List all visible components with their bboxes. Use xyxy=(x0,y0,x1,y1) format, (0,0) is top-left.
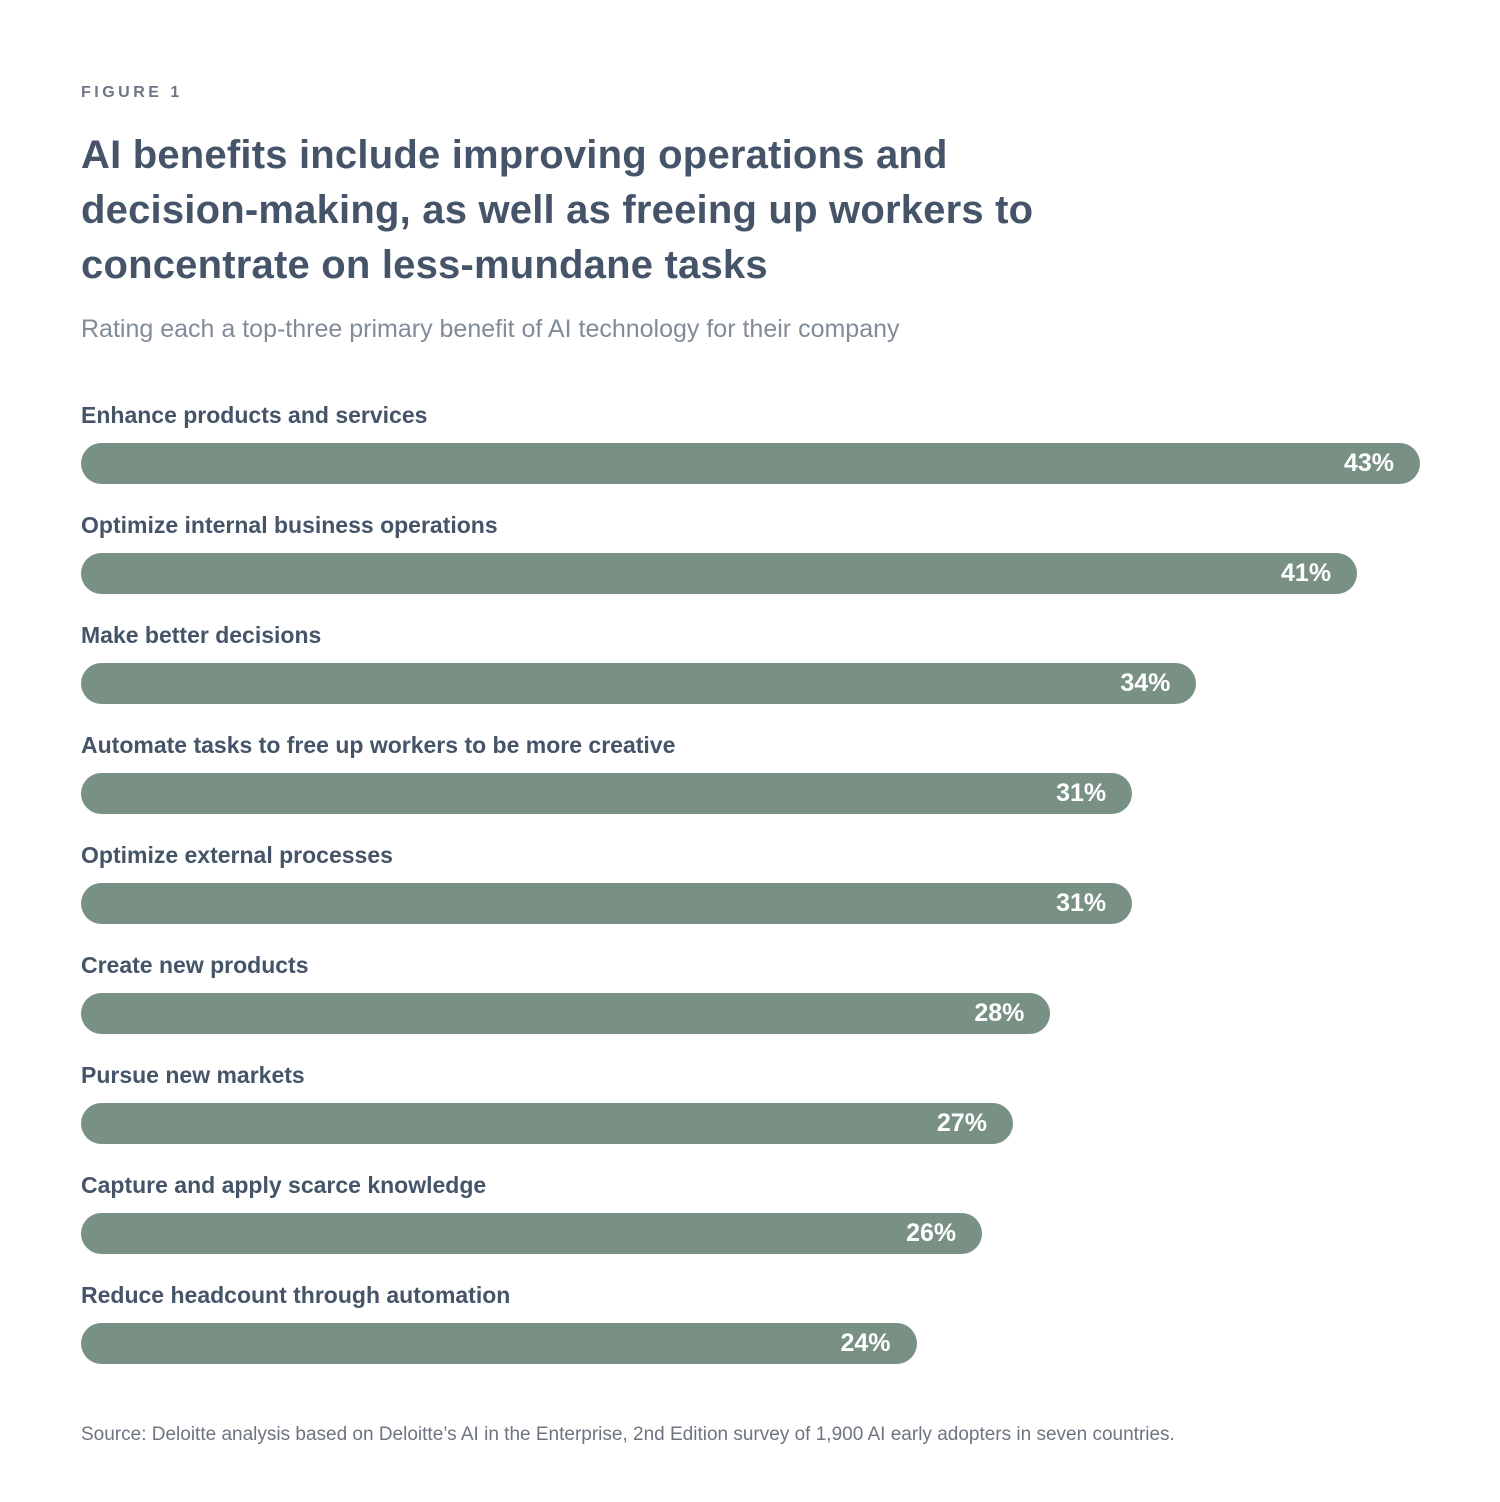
bar: 31% xyxy=(81,883,1133,924)
bar-value-label: 34% xyxy=(1120,669,1171,697)
bar: 24% xyxy=(81,1323,917,1364)
chart-subtitle: Rating each a top-three primary benefit … xyxy=(81,315,900,343)
chart-row: Automate tasks to free up workers to be … xyxy=(81,732,1420,814)
bar: 26% xyxy=(81,1213,983,1254)
bar: 31% xyxy=(81,773,1133,814)
chart-row: Optimize internal business operations 41% xyxy=(81,512,1420,594)
title-line-2: decision-making, as well as freeing up w… xyxy=(81,188,1034,232)
chart-row: Optimize external processes 31% xyxy=(81,842,1420,924)
bar-value-label: 31% xyxy=(1056,779,1107,807)
chart-row: Make better decisions 34% xyxy=(81,622,1420,704)
bar: 27% xyxy=(81,1103,1013,1144)
bar: 34% xyxy=(81,663,1197,704)
bar: 28% xyxy=(81,993,1051,1034)
bar-category-label: Automate tasks to free up workers to be … xyxy=(81,732,676,758)
bar: 41% xyxy=(81,553,1358,594)
page-title: AI benefits include improving operations… xyxy=(81,128,1420,293)
title-line-3: concentrate on less-mundane tasks xyxy=(81,243,768,287)
bar-category-label: Optimize external processes xyxy=(81,842,393,868)
bar-category-label: Enhance products and services xyxy=(81,402,428,428)
title-line-1: AI benefits include improving operations… xyxy=(81,133,948,177)
bar-value-label: 28% xyxy=(974,999,1025,1027)
bar-category-label: Create new products xyxy=(81,952,309,978)
bar-value-label: 41% xyxy=(1281,559,1332,587)
bar-category-label: Pursue new markets xyxy=(81,1062,305,1088)
bar-value-label: 31% xyxy=(1056,889,1107,917)
bar-value-label: 43% xyxy=(1343,449,1394,477)
figure-label: FIGURE 1 xyxy=(81,84,183,101)
chart-row: Enhance products and services 43% xyxy=(81,402,1420,484)
bar-value-label: 24% xyxy=(840,1329,891,1357)
source-note: Source: Deloitte analysis based on Deloi… xyxy=(81,1424,1175,1445)
bar-category-label: Reduce headcount through automation xyxy=(81,1282,511,1308)
chart-row: Reduce headcount through automation 24% xyxy=(81,1282,1420,1364)
bar-category-label: Make better decisions xyxy=(81,622,322,648)
bar-category-label: Capture and apply scarce knowledge xyxy=(81,1172,487,1198)
bar-category-label: Optimize internal business operations xyxy=(81,512,498,538)
bar-value-label: 27% xyxy=(936,1109,987,1137)
bar-chart: Enhance products and services 43% Optimize… xyxy=(81,402,1420,1364)
bar: 43% xyxy=(81,443,1420,484)
chart-row: Capture and apply scarce knowledge 26% xyxy=(81,1172,1420,1254)
chart-row: Pursue new markets 27% xyxy=(81,1062,1420,1144)
bar-value-label: 26% xyxy=(906,1219,957,1247)
chart-row: Create new products 28% xyxy=(81,952,1420,1034)
